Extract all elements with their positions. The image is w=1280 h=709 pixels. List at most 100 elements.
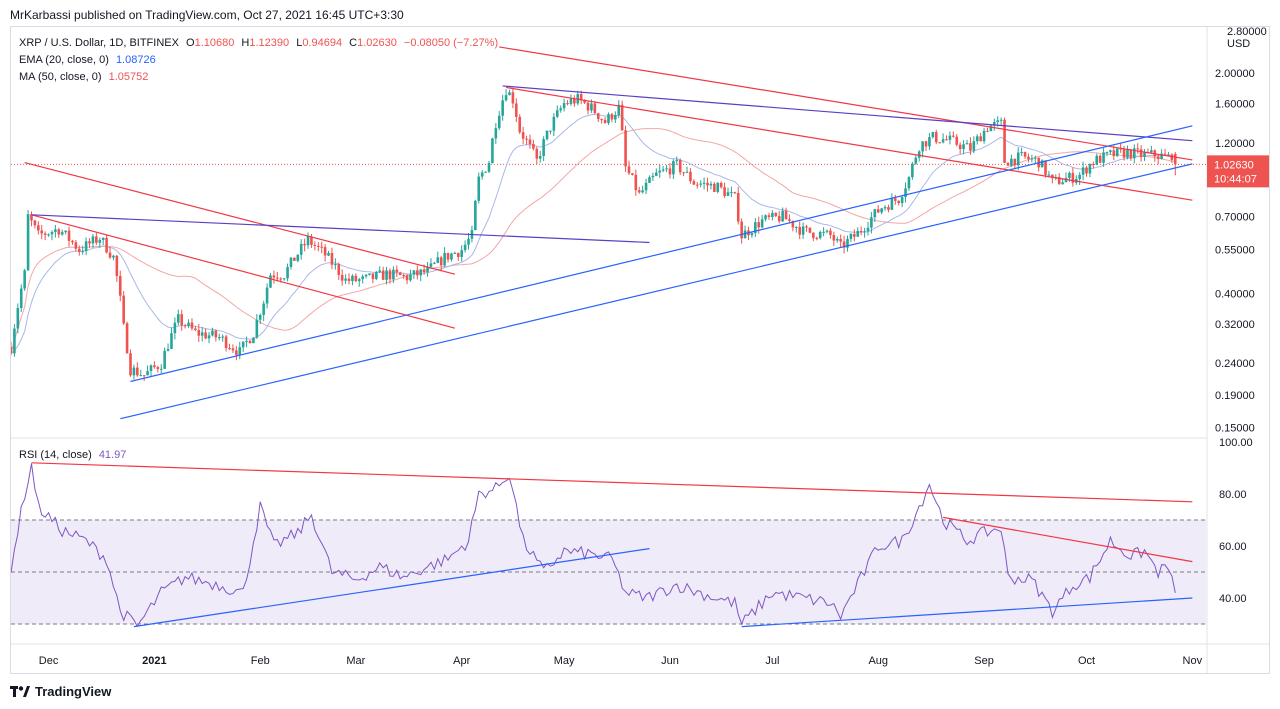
candle-body [1003, 119, 1006, 163]
candle [436, 251, 440, 264]
candle [43, 231, 47, 241]
candle-body [730, 192, 733, 194]
candle-body [327, 253, 330, 256]
time-tick: Dec [39, 655, 59, 667]
candle-body [682, 172, 685, 174]
candle [1016, 147, 1020, 171]
candle-body [1068, 172, 1071, 178]
time-tick: Jun [661, 655, 679, 667]
candle-body [617, 104, 621, 116]
ma-value: 1.05752 [108, 71, 149, 83]
candle [439, 255, 443, 272]
candle-body [808, 227, 812, 233]
candle-body [416, 270, 419, 276]
trendline-red [31, 214, 456, 329]
candle-body [781, 210, 784, 222]
candle-body [801, 226, 805, 235]
candle [1102, 147, 1105, 167]
candle-body [771, 212, 774, 217]
candle-body [190, 322, 194, 329]
candle-body [859, 230, 863, 232]
candle [736, 187, 740, 225]
candle-body [532, 143, 535, 149]
candle-body [217, 337, 221, 339]
candle [535, 146, 539, 165]
candle-body [1167, 154, 1170, 156]
legend-main: XRP / U.S. Dollar, 1D, BITFINEX O1.10680… [19, 37, 498, 49]
candle-body [118, 276, 122, 296]
candle-body [743, 230, 747, 239]
candle [1136, 143, 1140, 154]
candle-body [1102, 152, 1105, 163]
candle [105, 235, 108, 254]
candle-body [381, 270, 385, 280]
candle [166, 343, 170, 352]
candle-body [637, 190, 641, 193]
candle [392, 266, 395, 284]
price-tick: 2.00000 [1215, 68, 1255, 80]
candle-body [293, 257, 296, 261]
candle-body [607, 114, 610, 124]
candle-body [269, 275, 272, 288]
candle-body [1173, 154, 1177, 165]
candle [497, 111, 501, 131]
tradingview-brand[interactable]: TradingView [10, 684, 111, 699]
candle-body [941, 139, 945, 143]
candle [197, 324, 201, 342]
candle [1040, 159, 1044, 168]
candle [839, 234, 842, 248]
candle [282, 277, 286, 281]
candle-body [170, 333, 173, 349]
candle-body [371, 273, 375, 279]
candle-body [1016, 152, 1020, 166]
candle-body [1057, 176, 1061, 185]
candle [1033, 155, 1037, 164]
legend-symbol: XRP / U.S. Dollar, 1D, BITFINEX [19, 37, 179, 49]
candles-group [11, 87, 1177, 382]
candle-body [777, 216, 781, 222]
candle-body [525, 138, 528, 140]
candle [1020, 147, 1023, 156]
candle-body [1122, 149, 1126, 158]
candle-body [1098, 155, 1102, 163]
candle [767, 212, 771, 220]
candle [351, 274, 354, 286]
candle-body [931, 132, 935, 138]
candle-body [149, 365, 153, 371]
candle [1143, 149, 1146, 161]
candle [299, 239, 303, 260]
time-tick: Oct [1078, 655, 1095, 667]
candle [1109, 149, 1112, 155]
candle [129, 349, 132, 377]
candle [54, 224, 57, 238]
candle-body [600, 119, 603, 121]
candle-body [552, 116, 556, 131]
candle-body [586, 102, 590, 111]
candle-body [1081, 167, 1085, 175]
candle [764, 214, 767, 222]
candle-body [1013, 158, 1017, 166]
candle [293, 257, 296, 261]
candle-body [37, 225, 40, 231]
candle [405, 273, 409, 285]
candle [241, 341, 245, 353]
candle-body [1115, 148, 1119, 157]
rsi-value: 41.97 [98, 449, 127, 461]
candle [743, 225, 747, 239]
candle-body [1006, 162, 1010, 166]
candle [426, 262, 429, 277]
candle-body [1143, 152, 1146, 157]
candle-body [934, 132, 938, 143]
candle-body [1033, 157, 1037, 159]
candle [569, 94, 573, 106]
candle [1078, 172, 1081, 186]
candle-body [1126, 149, 1129, 158]
candle [252, 337, 255, 344]
candle-body [1139, 149, 1143, 157]
candle [381, 266, 385, 280]
candle-body [463, 244, 467, 251]
candle [832, 231, 836, 247]
candle [952, 131, 955, 138]
candle-body [491, 138, 494, 164]
